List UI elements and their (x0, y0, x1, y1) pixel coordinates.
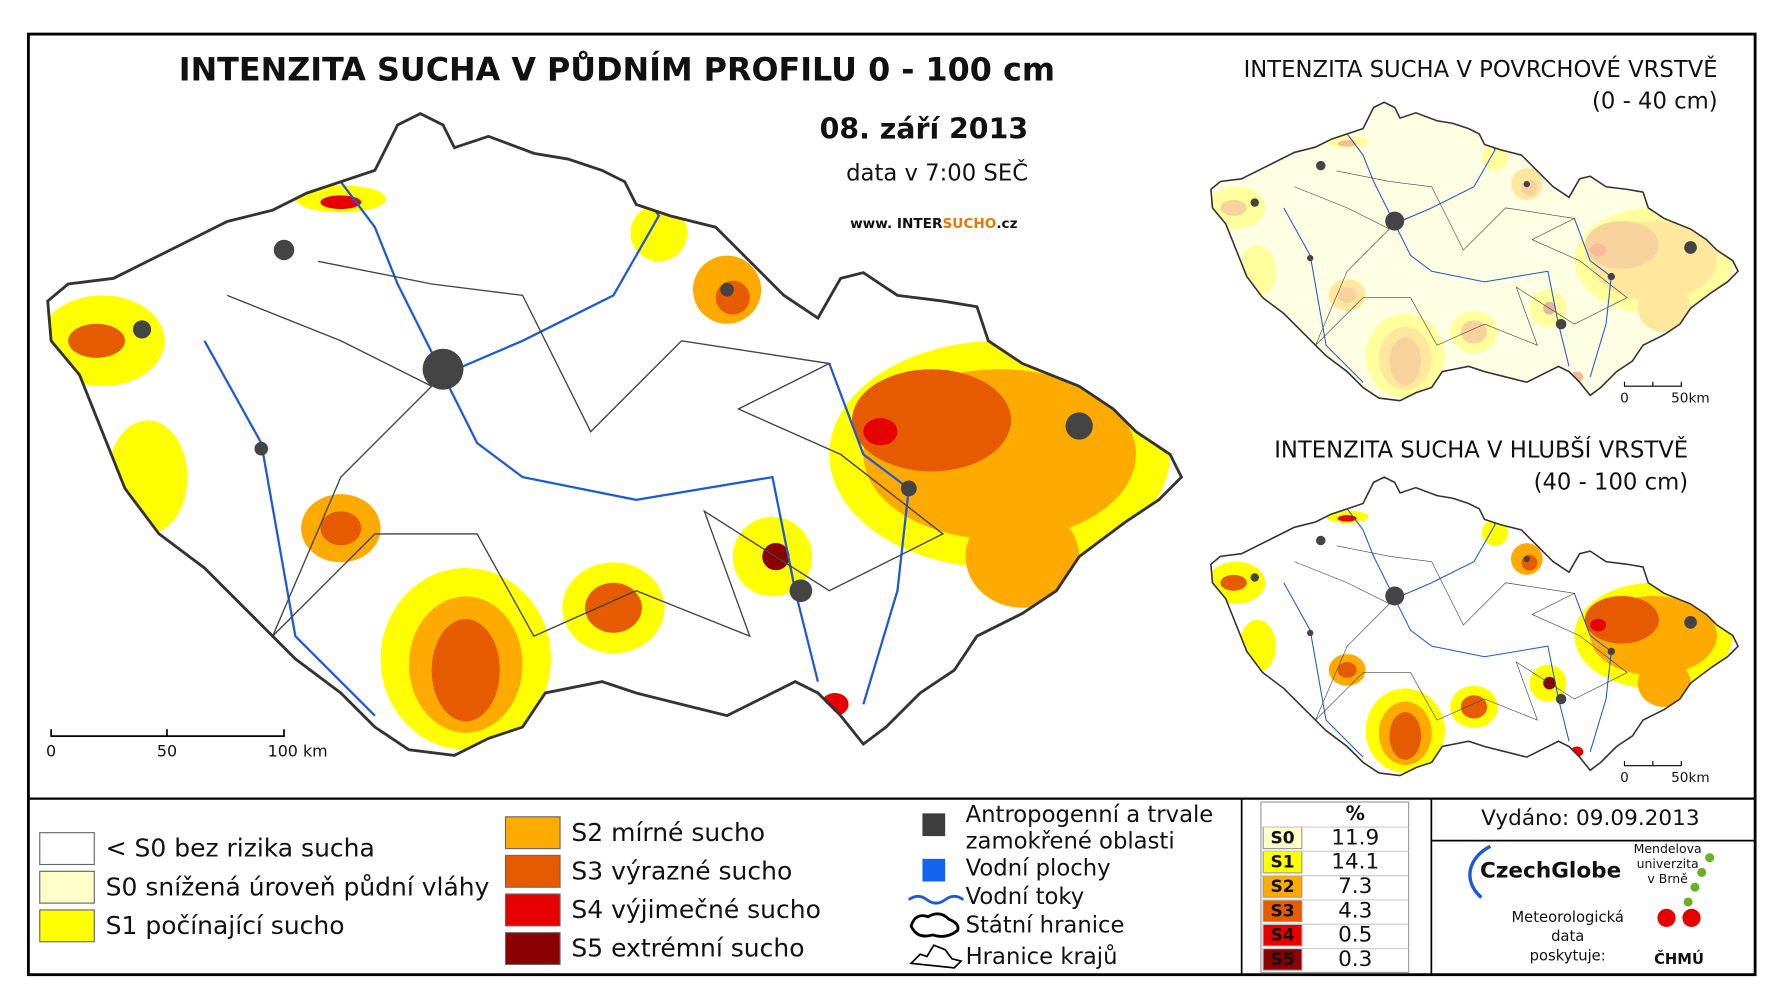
scale-bar (50, 729, 285, 737)
symbol-label: Vodní plochy (966, 856, 1111, 882)
class-label: S2 (1270, 877, 1294, 897)
mendel-logo: univerzita (1637, 856, 1699, 871)
percent-table: % S0 11.9 S1 14.1 S2 7.3 S3 4.3 S4 0.5 S5 0.3 (1260, 801, 1410, 973)
symbol-label: zamokřené oblasti (966, 828, 1175, 854)
inset-title: INTENZITA SUCHA V HLUBŠÍ VRSTVĚ (1274, 435, 1688, 463)
legend-swatch (504, 932, 561, 966)
symbol-label: Vodní toky (966, 884, 1085, 910)
percent-value: 14.1 (1331, 850, 1379, 875)
provider-text: poskytuje: (1530, 948, 1606, 965)
mendel-logo: Mendelova (1634, 841, 1702, 856)
map-title: INTENZITA SUCHA V PŮDNÍM PROFILU 0 - 100… (179, 50, 1055, 89)
symbol-label: Státní hranice (966, 912, 1125, 938)
legend: < S0 bez rizika sucha S0 snížená úroveň p… (39, 802, 1214, 970)
legend-swatch (39, 909, 95, 943)
issued-date: Vydáno: 09.09.2013 (1481, 806, 1699, 831)
legend-label: S3 výrazné sucho (571, 856, 792, 885)
website-part: .cz (996, 216, 1017, 232)
inset-title: INTENZITA SUCHA V POVRCHOVÉ VRSTVĚ (1244, 55, 1718, 83)
chmu-logo: ČHMÚ (1654, 950, 1704, 968)
legend-label: S1 počínající sucho (106, 911, 345, 940)
legend-swatch (39, 832, 95, 866)
scale-label: 0 (46, 742, 56, 761)
website: www. INTERSUCHO.cz (850, 216, 1018, 232)
percent-value: 0.5 (1338, 923, 1372, 948)
legend-swatch (504, 854, 561, 888)
data-time: data v 7:00 SEČ (846, 158, 1028, 186)
layout: INTENZITA SUCHA V PŮDNÍM PROFILU 0 - 100… (26, 32, 1757, 977)
inset-subtitle: (0 - 40 cm) (1592, 89, 1718, 115)
scale-label: 50km (1671, 770, 1710, 786)
website-part: SUCHO (942, 216, 996, 232)
map-date: 08. září 2013 (820, 113, 1029, 146)
scale-label: 50 (157, 742, 177, 761)
czechglobe-logo: CzechGlobe (1480, 858, 1621, 883)
legend-label: S4 výjimečné sucho (571, 895, 820, 924)
symbol-label: Hranice krajů (966, 943, 1118, 970)
legend-swatch (39, 870, 95, 904)
provider-text: data (1551, 928, 1584, 945)
legend-label: S5 extrémní sucho (571, 934, 804, 963)
class-label: S5 (1270, 950, 1294, 970)
class-label: S0 (1270, 828, 1294, 848)
scale-label: 50km (1671, 391, 1710, 407)
legend-label: S0 snížená úroveň půdní vláhy (106, 872, 490, 901)
symbol-icons (907, 813, 965, 969)
scale-label: 100 km (268, 742, 328, 761)
percent-value: 11.9 (1331, 825, 1379, 850)
table-frame (1260, 801, 1410, 973)
scale-label: 0 (1620, 391, 1629, 407)
scale-label: 0 (1620, 770, 1629, 786)
legend-label: < S0 bez rizika sucha (106, 834, 375, 863)
provider-text: Meteorologická (1511, 909, 1623, 926)
class-label: S3 (1270, 901, 1294, 921)
legend-swatch (504, 893, 561, 927)
class-label: S1 (1270, 853, 1294, 873)
class-label: S4 (1270, 926, 1294, 946)
percent-value: 7.3 (1338, 874, 1372, 899)
website-part: www. INTER (850, 216, 943, 232)
mendel-logo: v Brně (1647, 871, 1688, 886)
legend-swatch (504, 816, 561, 850)
symbol-label: Antropogenní a trvale (966, 802, 1214, 828)
percent-value: 0.3 (1338, 947, 1372, 972)
table-header: % (1346, 802, 1365, 825)
legend-label: S2 mírné sucho (571, 818, 765, 847)
percent-value: 4.3 (1338, 898, 1372, 923)
inset-subtitle: (40 - 100 cm) (1534, 469, 1688, 495)
